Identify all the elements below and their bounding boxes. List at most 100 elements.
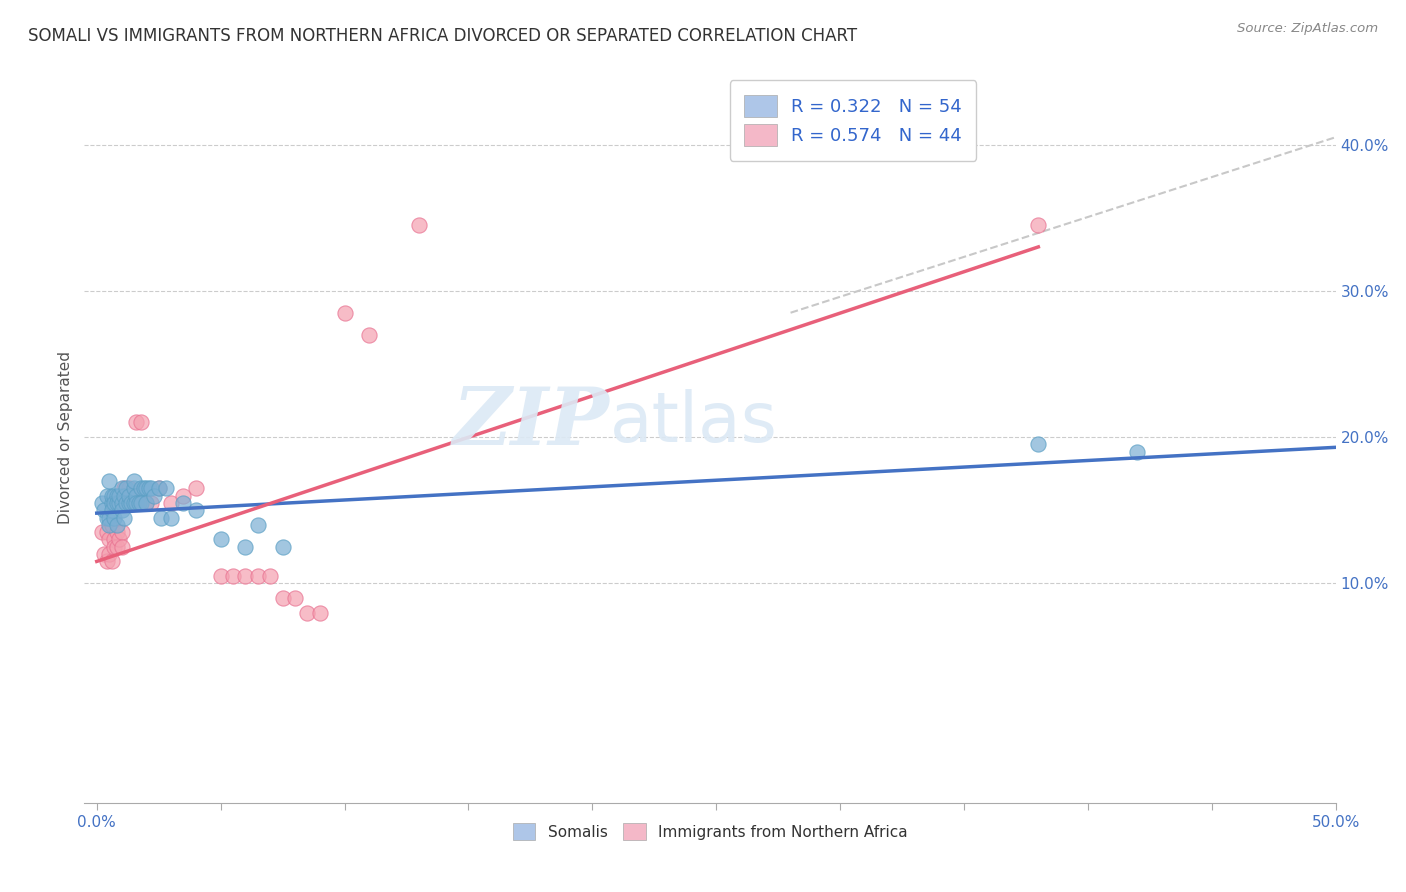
Text: SOMALI VS IMMIGRANTS FROM NORTHERN AFRICA DIVORCED OR SEPARATED CORRELATION CHAR: SOMALI VS IMMIGRANTS FROM NORTHERN AFRIC… <box>28 27 858 45</box>
Point <box>122 489 145 503</box>
Point <box>103 496 125 510</box>
Point <box>98 517 121 532</box>
Point <box>105 525 128 540</box>
Point <box>110 503 132 517</box>
Point <box>1028 218 1050 232</box>
Point <box>118 489 141 503</box>
Point <box>1028 437 1050 451</box>
Point <box>308 606 330 620</box>
Legend: Somalis, Immigrants from Northern Africa: Somalis, Immigrants from Northern Africa <box>506 816 914 847</box>
Point <box>172 489 194 503</box>
Point <box>235 540 257 554</box>
Point <box>128 496 150 510</box>
Point <box>96 554 118 568</box>
Point <box>235 569 257 583</box>
Point <box>132 481 155 495</box>
Point <box>271 591 294 605</box>
Point <box>118 481 141 495</box>
Point <box>150 510 173 524</box>
Point <box>246 517 269 532</box>
Point <box>120 489 142 503</box>
Point <box>98 510 121 524</box>
Point <box>122 496 145 510</box>
Point <box>125 416 148 430</box>
Point <box>184 481 207 495</box>
Point <box>93 503 115 517</box>
Point <box>98 474 121 488</box>
Point <box>141 481 163 495</box>
Point <box>103 510 125 524</box>
Point <box>131 481 153 495</box>
Point <box>112 481 135 495</box>
Point <box>125 496 148 510</box>
Point <box>160 496 183 510</box>
Point <box>120 496 142 510</box>
Point <box>408 218 430 232</box>
Point <box>131 416 153 430</box>
Point <box>184 503 207 517</box>
Point <box>110 525 132 540</box>
Point <box>222 569 245 583</box>
Point <box>93 547 115 561</box>
Point <box>297 606 319 620</box>
Point <box>100 517 122 532</box>
Point <box>128 496 150 510</box>
Text: ZIP: ZIP <box>453 384 610 461</box>
Point <box>271 540 294 554</box>
Point <box>135 496 157 510</box>
Point <box>115 496 138 510</box>
Point <box>112 489 135 503</box>
Point <box>110 540 132 554</box>
Point <box>115 496 138 510</box>
Point <box>138 481 160 495</box>
Point <box>333 306 356 320</box>
Y-axis label: Divorced or Separated: Divorced or Separated <box>58 351 73 524</box>
Text: Source: ZipAtlas.com: Source: ZipAtlas.com <box>1237 22 1378 36</box>
Point <box>90 496 112 510</box>
Point <box>103 533 125 547</box>
Point <box>103 489 125 503</box>
Point <box>122 474 145 488</box>
Text: atlas: atlas <box>610 389 778 456</box>
Point <box>118 496 141 510</box>
Point <box>100 489 122 503</box>
Point <box>125 489 148 503</box>
Point <box>1126 444 1149 458</box>
Point <box>96 525 118 540</box>
Point <box>122 496 145 510</box>
Point <box>110 496 132 510</box>
Point <box>172 496 194 510</box>
Point <box>96 510 118 524</box>
Point <box>100 554 122 568</box>
Point <box>108 533 131 547</box>
Point <box>142 489 165 503</box>
Point <box>359 327 381 342</box>
Point <box>284 591 307 605</box>
Point <box>135 496 157 510</box>
Point <box>135 481 157 495</box>
Point <box>96 489 118 503</box>
Point <box>98 547 121 561</box>
Point <box>105 496 128 510</box>
Point <box>122 481 145 495</box>
Point <box>141 496 163 510</box>
Point <box>108 496 131 510</box>
Point <box>105 489 128 503</box>
Point <box>98 533 121 547</box>
Point <box>90 525 112 540</box>
Point <box>155 481 177 495</box>
Point <box>108 489 131 503</box>
Point <box>259 569 281 583</box>
Point <box>209 569 232 583</box>
Point <box>115 489 138 503</box>
Point <box>105 540 128 554</box>
Point <box>110 481 132 495</box>
Point <box>246 569 269 583</box>
Point <box>100 496 122 510</box>
Point <box>148 481 170 495</box>
Point <box>160 510 183 524</box>
Point <box>115 481 138 495</box>
Point <box>209 533 232 547</box>
Point <box>105 517 128 532</box>
Point <box>112 510 135 524</box>
